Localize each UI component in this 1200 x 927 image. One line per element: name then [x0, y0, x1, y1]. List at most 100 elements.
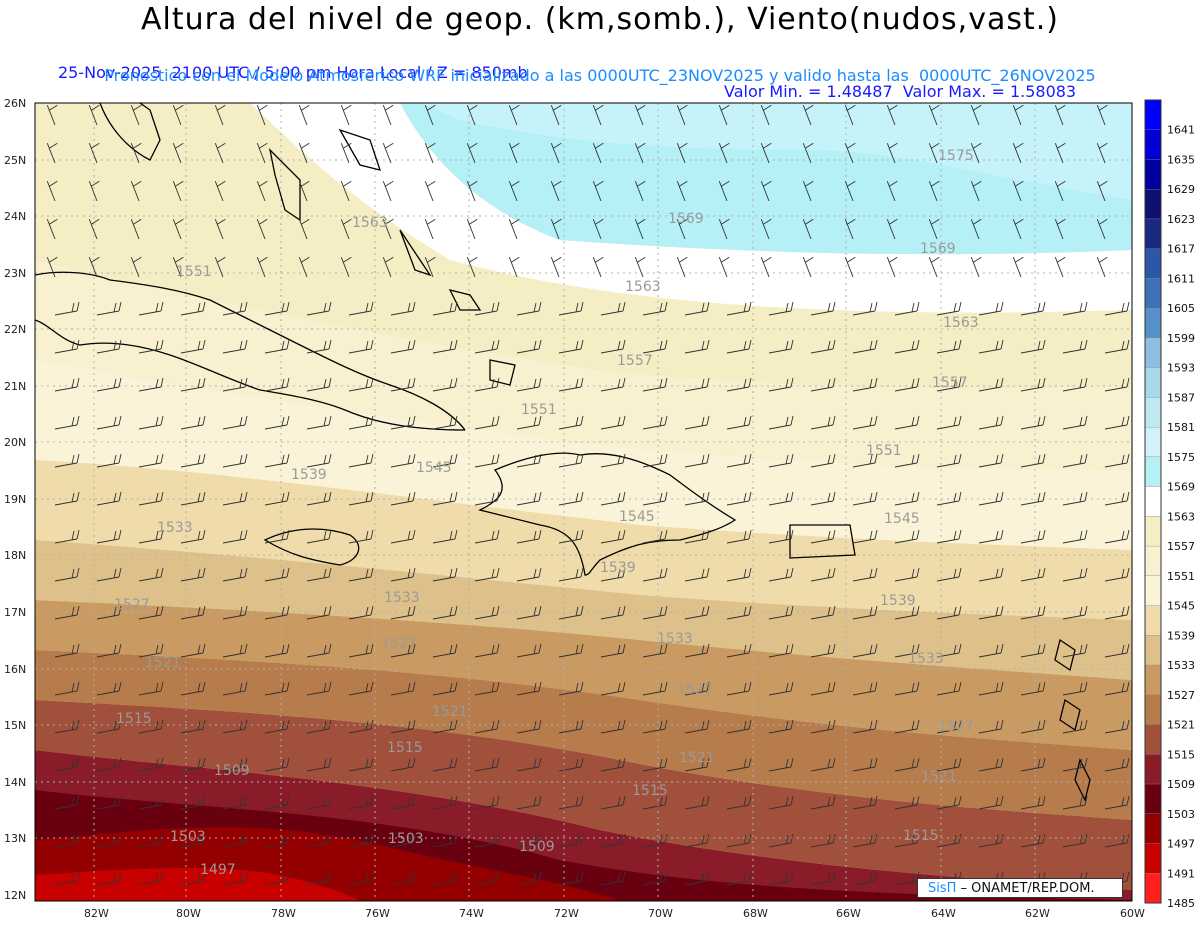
wind-barb — [298, 180, 310, 202]
wind-barb — [264, 301, 290, 316]
wind-barb — [684, 339, 710, 354]
wind-barb — [600, 415, 626, 430]
wind-barb — [558, 567, 584, 582]
eleuthera-island — [338, 128, 381, 171]
wind-barb — [936, 643, 962, 658]
wind-barb — [348, 795, 374, 810]
wind-barb — [802, 180, 814, 202]
wind-barb — [1062, 453, 1088, 468]
map-frame — [34, 102, 1133, 902]
wind-barb — [390, 377, 416, 392]
wind-barb — [138, 871, 164, 886]
wind-barb — [978, 757, 1004, 772]
colorbar-level-label: 1599 — [1167, 332, 1195, 345]
wind-barb — [96, 605, 122, 620]
wind-barb — [516, 567, 542, 582]
wind-barb — [180, 871, 206, 886]
wind-barb — [54, 491, 80, 506]
wind-barb — [810, 567, 836, 582]
wind-barb — [474, 567, 500, 582]
lon-label: 62W — [1025, 907, 1050, 920]
wind-barb — [474, 491, 500, 506]
wind-barb — [180, 529, 206, 544]
wind-barb — [1104, 605, 1130, 620]
wind-barb — [768, 719, 794, 734]
contour-label: 1527 — [677, 682, 713, 698]
wind-barb — [466, 104, 478, 126]
wind-barb — [1020, 833, 1046, 848]
wind-barb — [718, 180, 730, 202]
wind-barb — [558, 605, 584, 620]
wind-barb — [130, 180, 142, 202]
wind-barb — [516, 871, 542, 886]
wind-barb — [264, 491, 290, 506]
wind-barb — [1062, 605, 1088, 620]
contour-label: 1539 — [291, 467, 327, 483]
wind-barb — [642, 377, 668, 392]
wind-barb — [180, 377, 206, 392]
colorbar-swatch — [1144, 367, 1162, 398]
contour-label: 1569 — [668, 211, 704, 227]
contour-label: 1515 — [116, 711, 152, 727]
contour-label: 1563 — [625, 279, 661, 295]
wind-barb — [600, 529, 626, 544]
wind-barb — [894, 757, 920, 772]
wind-barb — [54, 871, 80, 886]
colorbar-swatch — [1144, 873, 1162, 904]
wind-barb — [810, 833, 836, 848]
wind-barb — [600, 605, 626, 620]
wind-barb — [718, 142, 730, 164]
wind-barb — [768, 871, 794, 886]
wind-barb — [1062, 529, 1088, 544]
lon-label: 78W — [271, 907, 296, 920]
wind-barb — [298, 104, 310, 126]
colorbar-level-label: 1569 — [1167, 481, 1195, 494]
wind-barb — [88, 104, 100, 126]
wind-barb — [684, 529, 710, 544]
wind-barb — [46, 104, 58, 126]
wind-barb — [508, 218, 520, 240]
wind-barb — [684, 643, 710, 658]
wind-barb — [810, 301, 836, 316]
wind-barb — [54, 605, 80, 620]
contour-label: 1551 — [176, 264, 212, 280]
wind-barb — [726, 491, 752, 506]
wind-barb — [768, 833, 794, 848]
colorbar-level-label: 1545 — [1167, 600, 1195, 613]
wind-barb — [1020, 529, 1046, 544]
wind-barb — [474, 795, 500, 810]
contour-label: 1539 — [600, 560, 636, 576]
wind-barb — [894, 301, 920, 316]
wind-barb — [936, 529, 962, 544]
wind-barb — [390, 491, 416, 506]
wind-barb — [54, 757, 80, 772]
lat-label: 23N — [4, 267, 26, 280]
wind-barb — [46, 142, 58, 164]
wind-barb — [1020, 415, 1046, 430]
wind-barb — [348, 301, 374, 316]
wind-barb — [886, 142, 898, 164]
wind-barb — [474, 453, 500, 468]
wind-barb — [1012, 104, 1024, 126]
contour-label: 1521 — [679, 750, 715, 766]
wind-barb — [348, 643, 374, 658]
contour-label: 1527 — [938, 719, 974, 735]
wind-barb — [558, 719, 584, 734]
wind-barb — [894, 491, 920, 506]
colorbar-level-label: 1551 — [1167, 570, 1195, 583]
wind-barb — [1062, 795, 1088, 810]
wind-barb — [810, 681, 836, 696]
colorbar-swatch — [1144, 129, 1162, 160]
wind-barb — [978, 795, 1004, 810]
wind-barb — [432, 301, 458, 316]
wind-barb — [894, 681, 920, 696]
wind-barb — [54, 339, 80, 354]
colorbar-level-label: 1491 — [1167, 867, 1195, 880]
wind-barb — [382, 180, 394, 202]
wind-barb — [1096, 142, 1108, 164]
wind-barb — [516, 529, 542, 544]
wind-barb — [768, 301, 794, 316]
wind-barb — [432, 339, 458, 354]
wind-barb — [1020, 491, 1046, 506]
wind-barb — [634, 104, 646, 126]
